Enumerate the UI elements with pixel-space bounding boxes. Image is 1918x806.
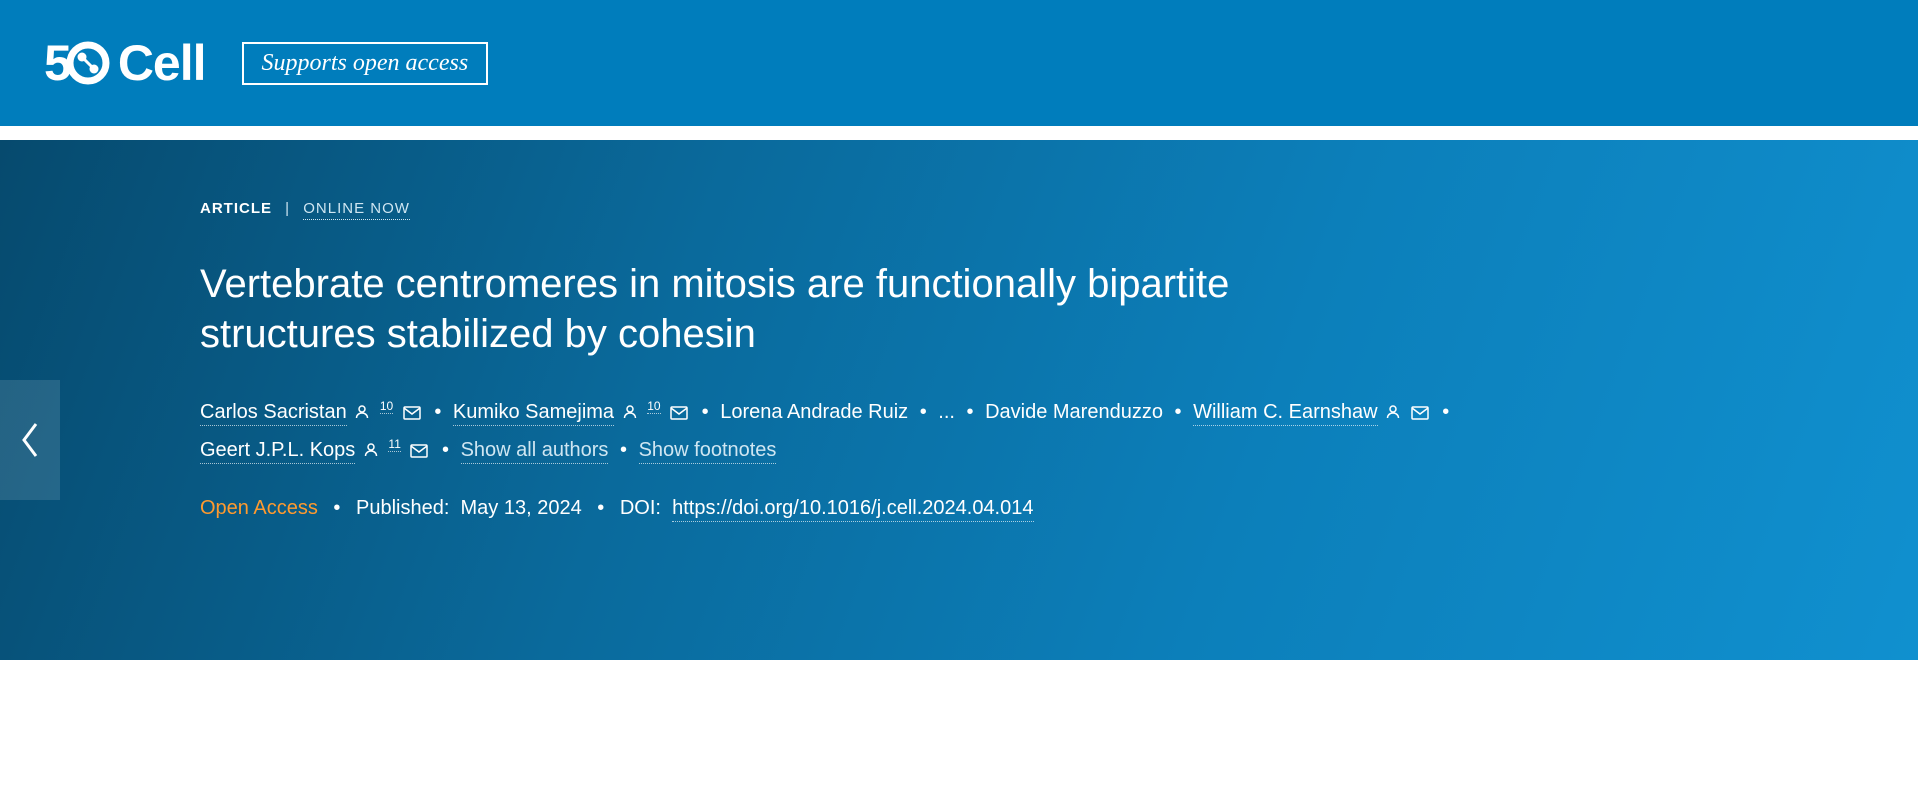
meta-separator: • — [333, 497, 340, 519]
logo-cell-text: Cell — [118, 34, 206, 92]
person-icon[interactable] — [622, 404, 638, 420]
article-status-label[interactable]: ONLINE NOW — [303, 200, 410, 220]
author-name[interactable]: William C. Earnshaw — [1193, 401, 1377, 426]
mail-icon[interactable] — [410, 444, 428, 458]
published-date: May 13, 2024 — [461, 497, 582, 519]
author-separator: • — [614, 439, 632, 461]
author-footnote[interactable]: 10 — [647, 399, 660, 414]
author-separator: • — [429, 401, 447, 423]
author-name[interactable]: Geert J.P.L. Kops — [200, 439, 355, 464]
author-separator: • — [436, 439, 454, 461]
person-icon[interactable] — [1385, 404, 1401, 420]
mail-icon[interactable] — [403, 406, 421, 420]
author-list: Carlos Sacristan 10 • Kumiko Samejima 10… — [200, 393, 1500, 469]
author-footnote[interactable]: 10 — [380, 399, 393, 414]
person-icon[interactable] — [363, 442, 379, 458]
mail-icon[interactable] — [670, 406, 688, 420]
author-footnote[interactable]: 11 — [388, 437, 400, 452]
logo-block: 5 Cell Supports open access — [44, 34, 488, 92]
tag-separator: | — [285, 200, 290, 217]
author-ellipsis: ... — [938, 401, 955, 423]
author-separator: • — [914, 401, 932, 423]
author-name[interactable]: Carlos Sacristan — [200, 401, 347, 426]
doi-label: DOI: — [620, 497, 661, 519]
show-footnotes-link[interactable]: Show footnotes — [639, 439, 777, 464]
published-label: Published: — [356, 497, 449, 519]
open-access-label: Open Access — [200, 497, 318, 519]
doi-link[interactable]: https://doi.org/10.1016/j.cell.2024.04.0… — [672, 497, 1033, 522]
article-type-label: ARTICLE — [200, 200, 272, 217]
author-name[interactable]: Kumiko Samejima — [453, 401, 614, 426]
journal-top-bar: 5 Cell Supports open access — [0, 0, 1918, 126]
prev-article-button[interactable] — [0, 380, 60, 500]
person-icon[interactable] — [354, 404, 370, 420]
article-title: Vertebrate centromeres in mitosis are fu… — [200, 259, 1400, 359]
supports-open-access-badge[interactable]: Supports open access — [242, 42, 489, 85]
author-name: Lorena Andrade Ruiz — [720, 401, 908, 425]
meta-separator: • — [597, 497, 604, 519]
journal-logo[interactable]: 5 Cell — [44, 34, 206, 92]
author-separator: • — [1437, 401, 1450, 423]
author-separator: • — [1169, 401, 1187, 423]
logo-50: 5 — [44, 34, 106, 92]
article-meta-row: Open Access • Published: May 13, 2024 • … — [200, 497, 1918, 520]
logo-zero-icon — [66, 41, 110, 85]
mail-icon[interactable] — [1411, 406, 1429, 420]
header-divider — [0, 126, 1918, 140]
article-type-row: ARTICLE | ONLINE NOW — [200, 200, 1918, 217]
show-all-authors-link[interactable]: Show all authors — [461, 439, 609, 464]
author-name: Davide Marenduzzo — [985, 401, 1163, 425]
author-separator: • — [696, 401, 714, 423]
chevron-left-icon — [18, 420, 42, 460]
author-separator: • — [961, 401, 979, 423]
article-hero: ARTICLE | ONLINE NOW Vertebrate centrome… — [0, 140, 1918, 660]
